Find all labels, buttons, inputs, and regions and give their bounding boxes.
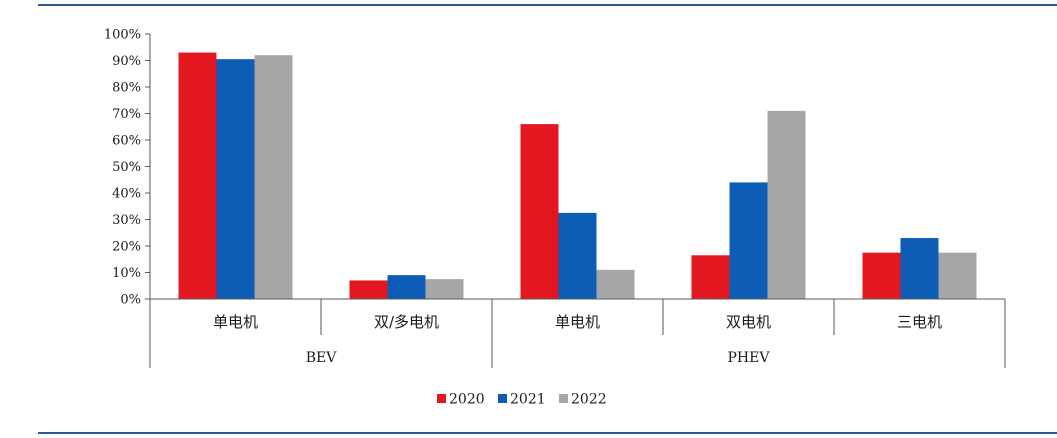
legend-swatch-2020	[437, 394, 446, 403]
bar-2020-2	[349, 280, 388, 299]
y-tick-label: 90%	[112, 54, 141, 69]
bar-2021-4	[729, 182, 768, 299]
bar-2022-1	[254, 55, 293, 300]
legend-swatch-2021	[498, 394, 507, 403]
y-tick-label: 100%	[104, 28, 141, 43]
y-tick-label: 10%	[112, 266, 141, 281]
y-tick-label: 40%	[112, 187, 141, 202]
category-label: 双电机	[726, 313, 771, 331]
bar-2021-2	[387, 275, 426, 299]
legend-swatch-2022	[559, 394, 568, 403]
legend-label: 2021	[510, 392, 546, 408]
bar-2022-2	[425, 279, 464, 299]
y-tick-label: 30%	[112, 213, 141, 228]
y-tick-label: 20%	[112, 240, 141, 255]
y-tick-label: 0%	[120, 293, 141, 308]
bar-2021-3	[558, 212, 597, 299]
bar-2020-3	[520, 124, 559, 299]
bar-2020-5	[862, 252, 901, 299]
bar-2020-1	[178, 52, 217, 299]
bar-2022-5	[938, 252, 977, 299]
top-rule	[38, 4, 1057, 6]
group-label: PHEV	[728, 350, 771, 366]
category-label: 双/多电机	[374, 313, 439, 331]
category-label: 三电机	[897, 313, 942, 331]
group-label: BEV	[306, 350, 338, 366]
bottom-rule	[38, 432, 1057, 434]
category-label: 单电机	[213, 313, 258, 331]
legend-label: 2022	[571, 392, 607, 408]
category-label: 单电机	[555, 313, 600, 331]
legend-label: 2020	[449, 392, 485, 408]
y-tick-label: 50%	[112, 160, 141, 175]
bar-2022-3	[596, 269, 635, 299]
y-tick-label: 60%	[112, 134, 141, 149]
bar-2021-1	[216, 59, 255, 299]
y-tick-label: 70%	[112, 107, 141, 122]
bar-2020-4	[691, 255, 730, 299]
y-tick-label: 80%	[112, 81, 141, 96]
bar-2021-5	[900, 238, 939, 299]
bar-2022-4	[767, 110, 806, 299]
